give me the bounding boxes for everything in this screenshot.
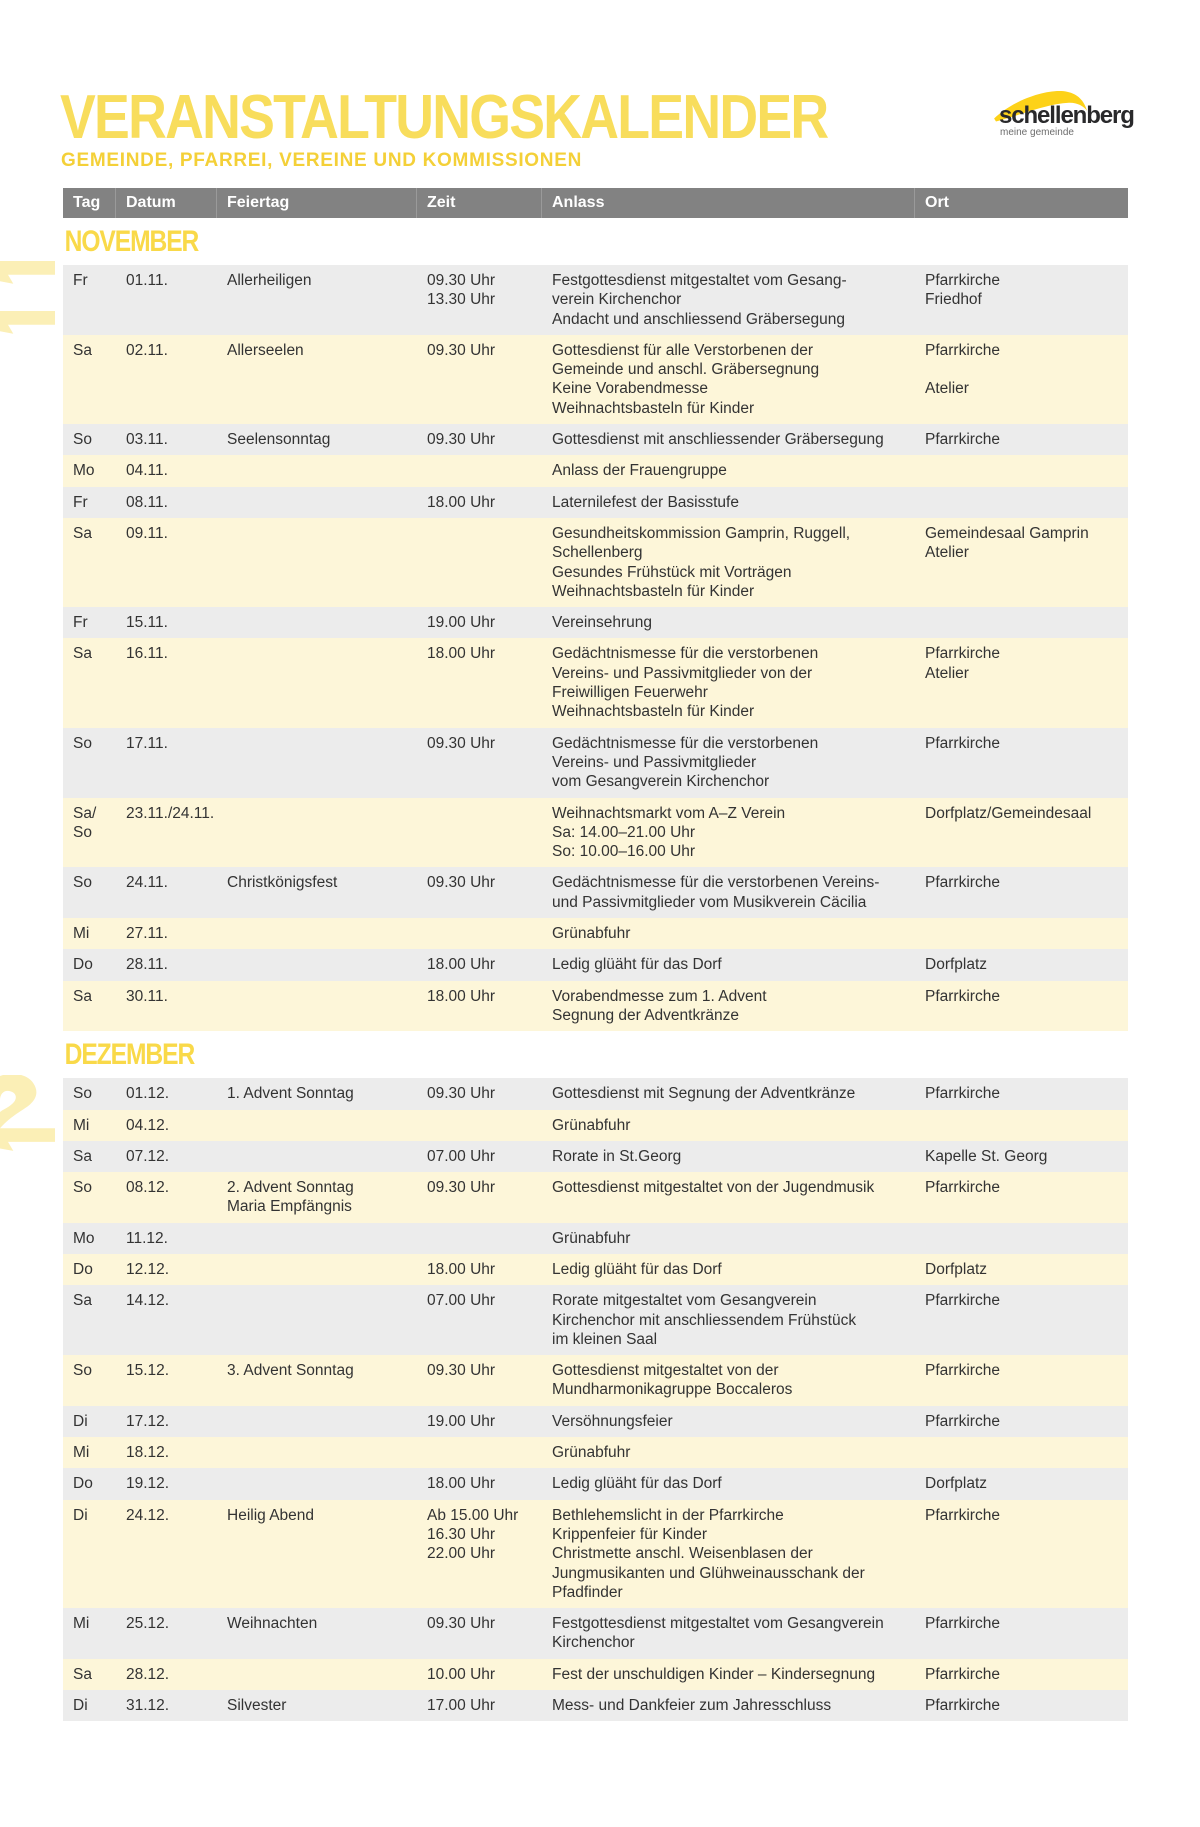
svg-text:schellenberg: schellenberg xyxy=(999,102,1134,129)
svg-text:meine gemeinde: meine gemeinde xyxy=(1000,127,1074,138)
